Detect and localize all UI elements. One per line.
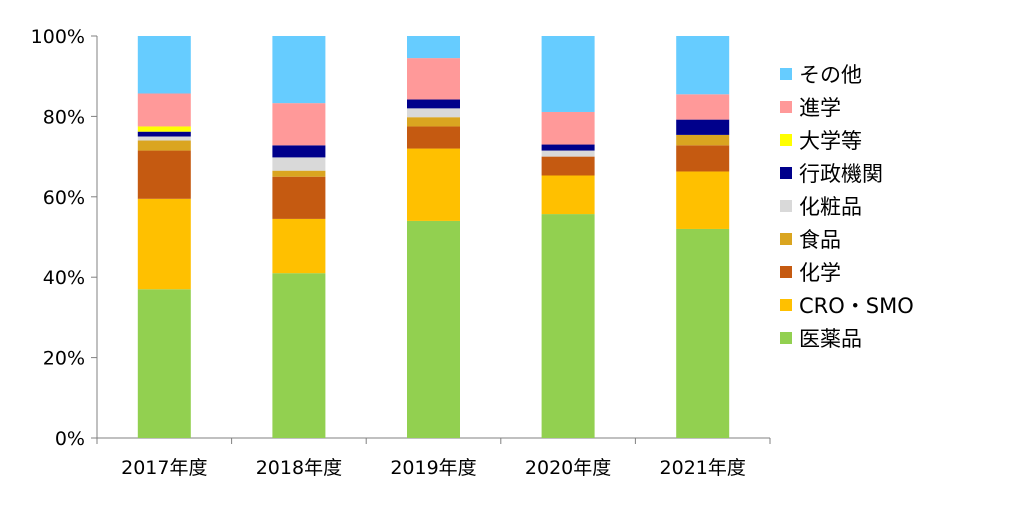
legend-label: 大学等 (799, 129, 862, 153)
bar-segment (137, 136, 191, 141)
y-tick-label: 40% (43, 267, 85, 289)
x-tick-label: 2017年度 (121, 457, 207, 479)
bar-segment (541, 111, 595, 145)
x-tick-label: 2019年度 (390, 457, 476, 479)
legend-label: 医薬品 (799, 327, 862, 351)
bar-segment (407, 36, 460, 59)
bar-segment (407, 58, 460, 100)
bar-segment (407, 99, 460, 109)
legend-swatch (780, 332, 792, 344)
bar-segment (407, 220, 460, 438)
legend-swatch (780, 101, 792, 113)
axes: 0% 20% 40% 60% 80% 100% 2017年度 2018年度 2019年度 2020… (31, 26, 771, 479)
legend-label: CRO・SMO (799, 294, 914, 318)
bar-segment (272, 36, 326, 104)
bar-segment (137, 131, 191, 137)
bar-segment (676, 134, 730, 146)
bar-segment (137, 140, 191, 151)
bar-segment (541, 144, 595, 151)
legend-label: 化学 (799, 261, 841, 285)
bar-segment (541, 36, 595, 112)
y-tick-label: 80% (43, 106, 85, 128)
bar-segment (541, 175, 595, 215)
bar-segment (407, 108, 460, 118)
y-tick-label: 60% (43, 187, 85, 209)
legend-label: その他 (799, 63, 862, 87)
bar-segment (137, 93, 191, 127)
bars (137, 36, 730, 438)
bar-segment (272, 145, 326, 158)
bar-segment (541, 214, 595, 438)
y-tick-label: 100% (31, 26, 85, 48)
bar-segment (272, 176, 326, 219)
legend-label: 進学 (799, 96, 841, 120)
bar-segment (137, 150, 191, 199)
bar-segment (676, 119, 730, 135)
y-tick-label: 0% (55, 428, 85, 450)
legend-swatch (780, 200, 792, 212)
bar-segment (272, 157, 326, 171)
y-tick-label: 20% (43, 348, 85, 370)
x-tick-label: 2020年度 (525, 457, 611, 479)
bar-segment (137, 289, 191, 438)
bar-segment (676, 228, 730, 438)
legend-swatch (780, 266, 792, 278)
bar-segment (541, 150, 595, 157)
bar-segment (272, 170, 326, 177)
bar-segment (407, 126, 460, 149)
bar-segment (676, 36, 730, 95)
bar-segment (541, 156, 595, 176)
legend-swatch (780, 134, 792, 146)
legend-swatch (780, 68, 792, 80)
legend-swatch (780, 299, 792, 311)
bar-segment (676, 145, 730, 172)
bar-segment (676, 94, 730, 120)
legend-label: 化粧品 (799, 195, 862, 219)
x-tick-label: 2018年度 (256, 457, 342, 479)
bar-segment (407, 148, 460, 221)
bar-segment (272, 273, 326, 438)
legend-swatch (780, 233, 792, 245)
bar-segment (272, 103, 326, 146)
bar-segment (137, 36, 191, 94)
bar-segment (272, 218, 326, 274)
bar-segment (137, 198, 191, 290)
legend-swatch (780, 167, 792, 179)
bar-segment (137, 126, 191, 132)
legend-label: 食品 (799, 228, 841, 252)
x-tick-label: 2021年度 (660, 457, 746, 479)
bar-segment (407, 117, 460, 127)
legend-label: 行政機関 (799, 162, 883, 186)
bar-segment (676, 171, 730, 229)
